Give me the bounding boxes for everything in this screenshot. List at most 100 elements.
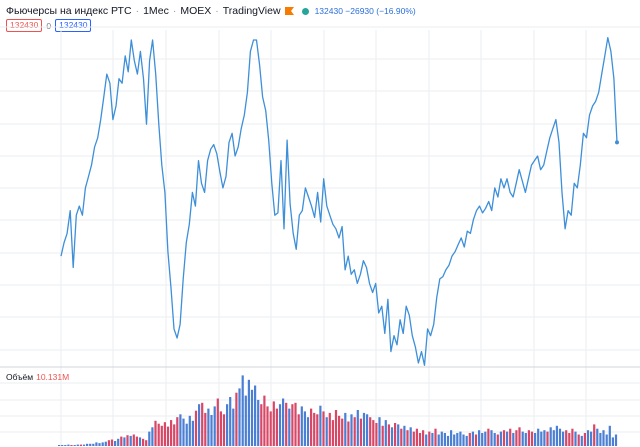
volume-legend: Объём 10.131M <box>6 372 69 382</box>
volume-bar <box>450 430 453 446</box>
volume-bar <box>282 398 285 446</box>
volume-bar <box>163 422 166 446</box>
volume-bar <box>79 444 82 446</box>
spread-value: 0 <box>46 20 52 31</box>
volume-bar <box>331 420 334 446</box>
volume-bar <box>310 408 313 446</box>
volume-bar <box>599 433 602 446</box>
volume-bar <box>555 425 558 446</box>
sell-price-badge[interactable]: 132430 <box>6 19 43 32</box>
volume-bar <box>387 424 390 446</box>
volume-bar <box>260 404 263 446</box>
volume-bar <box>602 430 605 446</box>
volume-bar <box>586 430 590 446</box>
volume-bar <box>138 437 142 446</box>
volume-bar <box>247 379 250 446</box>
volume-bar <box>272 401 275 446</box>
volume-bar <box>353 417 356 446</box>
volume-bar <box>188 415 191 446</box>
volume-bar <box>372 420 375 446</box>
volume-bar <box>316 414 319 446</box>
volume-bar <box>546 431 549 446</box>
volume-bar <box>428 431 431 446</box>
volume-bar <box>593 424 596 446</box>
volume-bar <box>418 433 422 446</box>
volume-bar <box>110 439 114 446</box>
volume-bar <box>611 437 614 446</box>
volume-bar <box>89 443 92 446</box>
volume-bar <box>201 402 204 446</box>
volume-bar <box>509 428 512 446</box>
volume-bar <box>166 426 170 446</box>
volume-bar <box>487 428 490 446</box>
volume-bar <box>459 431 462 446</box>
volume-bar <box>219 411 222 446</box>
volume-bar <box>64 445 67 446</box>
volume-bar <box>362 412 366 446</box>
volume-bar <box>101 442 104 446</box>
volume-bar <box>126 435 129 446</box>
symbol-title[interactable]: Фьючерсы на индекс РТС <box>6 5 132 17</box>
volume-bar <box>434 428 437 446</box>
buy-price-badge[interactable]: 132430 <box>55 19 92 32</box>
volume-bar <box>275 408 278 446</box>
volume-bar <box>384 420 387 446</box>
volume-bar <box>269 411 272 446</box>
volume-bar <box>328 412 331 446</box>
volume-bar <box>148 431 151 446</box>
volume-bar <box>132 434 135 446</box>
volume-bar <box>104 441 107 446</box>
volume-bar <box>266 406 269 446</box>
volume-bar <box>114 441 117 446</box>
market-status-icon <box>301 7 309 15</box>
volume-bar <box>76 444 79 446</box>
volume-bar <box>530 431 534 446</box>
quote-readout: 132430 −26930 (−16.90%) <box>314 6 416 16</box>
volume-bar <box>319 405 322 446</box>
volume-bar <box>369 417 372 446</box>
chart-header: Фьючерсы на индекс РТС · 1Мес · MOEX · T… <box>6 3 416 19</box>
volume-label: Объём <box>6 372 34 382</box>
volume-bar <box>92 443 95 446</box>
volume-bar <box>210 415 213 446</box>
volume-bar <box>120 436 123 446</box>
flag-icon[interactable] <box>284 7 294 15</box>
volume-bar <box>409 427 412 446</box>
volume-bar <box>142 438 145 446</box>
volume-bar <box>135 436 138 446</box>
volume-bar <box>400 428 403 446</box>
volume-bar <box>484 431 487 446</box>
volume-bar <box>403 425 406 446</box>
volume-bar <box>605 434 608 446</box>
volume-bar <box>61 445 64 446</box>
volume-bar <box>344 412 347 446</box>
volume-bar <box>198 404 201 446</box>
volume-bar <box>471 431 474 446</box>
volume-bar <box>518 427 521 446</box>
volume-bar <box>285 402 288 446</box>
volume-bar <box>378 417 381 446</box>
price-badges: 132430 0 132430 <box>6 19 92 32</box>
volume-bar <box>98 443 101 446</box>
volume-bar <box>191 420 194 446</box>
volume-bar <box>608 425 611 446</box>
volume-bar <box>397 424 400 446</box>
volume-bar <box>565 430 568 446</box>
volume-bar <box>552 430 555 446</box>
volume-bar <box>540 431 543 446</box>
volume-bar <box>527 430 530 446</box>
volume-bar <box>580 435 583 446</box>
volume-bar <box>375 423 378 446</box>
volume-bar <box>300 406 303 446</box>
volume-bar <box>170 420 173 446</box>
volume-bar <box>422 430 425 446</box>
volume-bar <box>465 435 468 446</box>
volume-bar <box>263 395 266 446</box>
volume-bar <box>614 434 618 446</box>
separator: · <box>135 5 140 17</box>
volume-bar <box>356 410 359 446</box>
volume-bar <box>431 433 434 446</box>
interval-label[interactable]: 1Мес <box>143 5 169 17</box>
volume-bar <box>521 431 524 446</box>
